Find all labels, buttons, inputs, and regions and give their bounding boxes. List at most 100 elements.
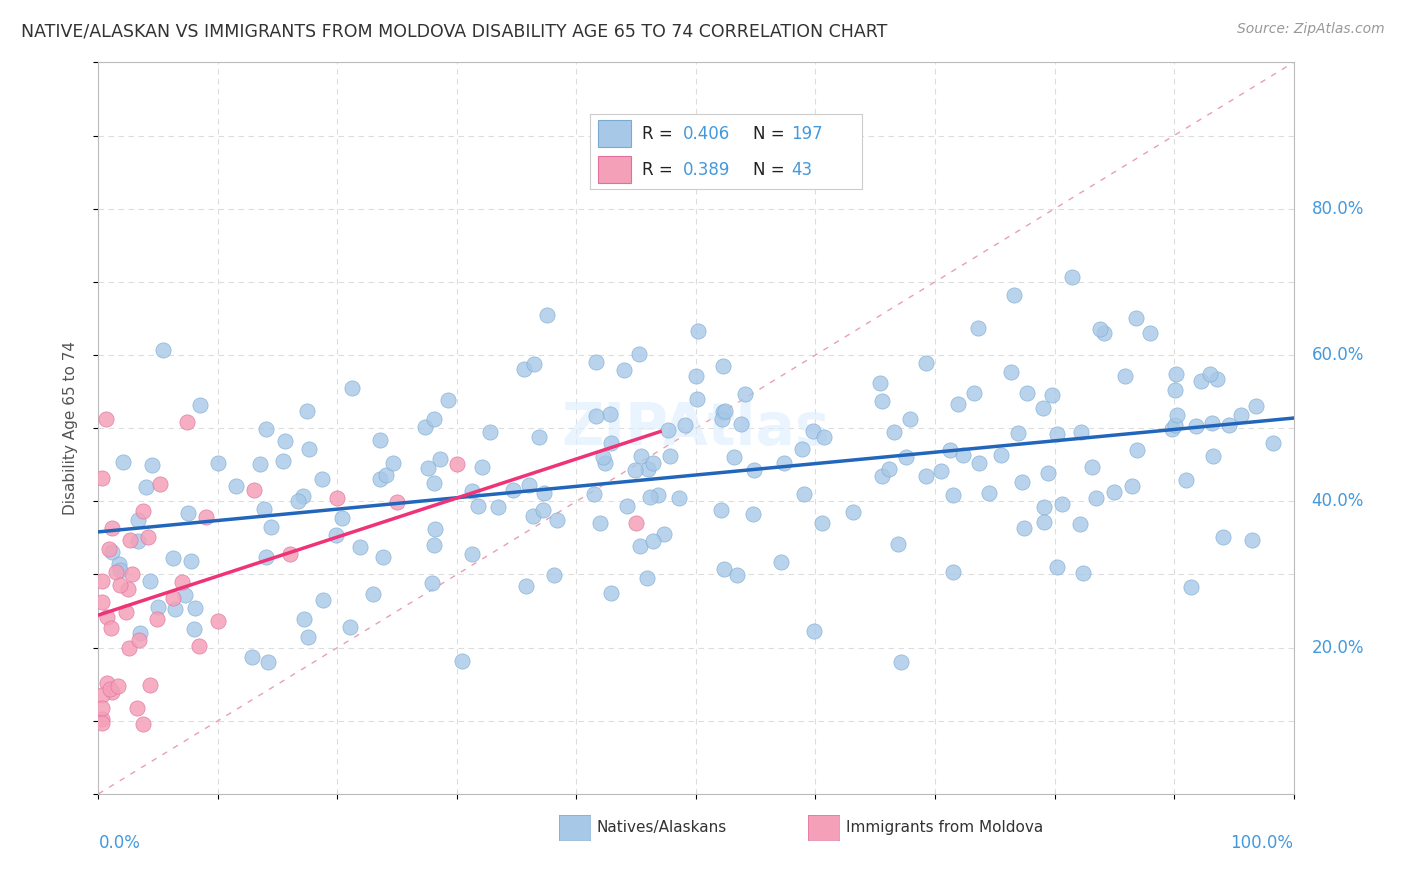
Point xyxy=(939,443,962,458)
Point xyxy=(1015,386,1038,401)
Point xyxy=(946,397,969,411)
Point xyxy=(599,585,621,599)
Point xyxy=(128,625,150,640)
Point xyxy=(842,505,865,519)
Point xyxy=(292,489,315,503)
Text: R =: R = xyxy=(641,125,678,143)
Point xyxy=(91,595,114,609)
Point xyxy=(1040,388,1063,402)
Point xyxy=(668,491,690,506)
Point xyxy=(638,490,661,504)
Point xyxy=(628,539,651,553)
Point xyxy=(437,393,460,408)
Point xyxy=(711,359,734,373)
Point xyxy=(107,679,129,693)
Point xyxy=(132,717,155,731)
Point xyxy=(127,534,149,549)
Point xyxy=(101,544,124,558)
Point xyxy=(1229,408,1251,422)
Point xyxy=(685,369,707,384)
Point xyxy=(599,407,621,421)
Point xyxy=(479,425,502,439)
Point xyxy=(536,308,558,322)
Point xyxy=(1180,581,1202,595)
Point xyxy=(340,382,363,396)
Point xyxy=(1011,475,1033,489)
Point xyxy=(813,429,835,443)
Point xyxy=(297,630,319,644)
Point xyxy=(1164,417,1187,432)
Text: 43: 43 xyxy=(792,161,813,178)
Point xyxy=(1102,485,1125,500)
Point xyxy=(120,533,142,548)
Point xyxy=(423,522,446,536)
Point xyxy=(1218,417,1240,432)
Point xyxy=(616,499,638,513)
Bar xyxy=(598,120,631,147)
Point xyxy=(107,557,129,571)
Point xyxy=(533,486,555,500)
Point xyxy=(91,701,114,715)
Point xyxy=(1045,427,1067,442)
Point xyxy=(418,460,440,475)
Point xyxy=(1069,517,1091,532)
Point xyxy=(1212,530,1234,544)
Point xyxy=(1071,566,1094,581)
Point xyxy=(1036,467,1059,481)
Point xyxy=(371,549,394,564)
Text: Natives/Alaskans: Natives/Alaskans xyxy=(596,821,727,835)
Point xyxy=(915,468,938,483)
Point xyxy=(225,479,247,493)
Point xyxy=(527,429,550,443)
Point xyxy=(188,399,211,413)
Point xyxy=(890,655,912,669)
Point xyxy=(207,457,229,471)
Point xyxy=(793,487,815,501)
Point xyxy=(1164,368,1187,382)
Text: N =: N = xyxy=(754,161,790,178)
Point xyxy=(254,549,277,564)
Point xyxy=(98,542,121,557)
Point xyxy=(96,676,118,690)
Point xyxy=(585,355,607,369)
Point xyxy=(652,527,675,541)
Point xyxy=(108,578,131,592)
Point xyxy=(627,346,650,360)
Point xyxy=(125,700,148,714)
Point xyxy=(488,500,510,514)
Point xyxy=(942,488,965,502)
Point xyxy=(249,457,271,471)
Point xyxy=(517,478,540,492)
Bar xyxy=(598,156,631,184)
Point xyxy=(600,436,623,450)
Point xyxy=(311,472,333,486)
Point xyxy=(546,513,568,527)
Point xyxy=(626,516,648,531)
Point xyxy=(91,471,114,485)
Point xyxy=(361,587,384,601)
Point xyxy=(1244,399,1267,413)
Point xyxy=(688,324,710,338)
Point xyxy=(637,571,659,585)
Point xyxy=(108,564,131,578)
Point xyxy=(446,457,468,471)
Point xyxy=(801,424,824,438)
Point xyxy=(274,434,297,448)
Y-axis label: Disability Age 65 to 74: Disability Age 65 to 74 xyxy=(63,341,77,516)
Point xyxy=(152,343,174,357)
Point xyxy=(502,483,524,497)
Point xyxy=(96,610,118,624)
Point xyxy=(1070,425,1092,440)
Point xyxy=(100,521,122,535)
Point xyxy=(1241,533,1264,547)
Point xyxy=(877,462,900,476)
Point xyxy=(585,409,607,423)
Text: ZIPAtlas: ZIPAtlas xyxy=(561,400,831,457)
Point xyxy=(330,510,353,524)
Point xyxy=(543,567,565,582)
Point xyxy=(173,588,195,602)
Point xyxy=(1032,401,1054,416)
Text: Source: ZipAtlas.com: Source: ZipAtlas.com xyxy=(1237,22,1385,37)
Point xyxy=(872,393,894,408)
Point xyxy=(422,412,444,426)
